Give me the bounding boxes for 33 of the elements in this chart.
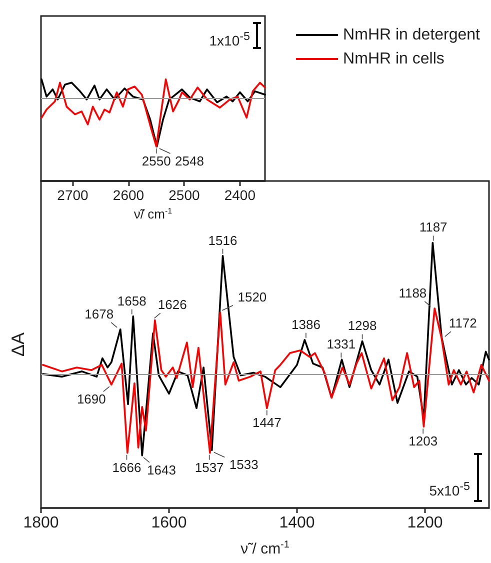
annotation: 1187 (419, 220, 448, 235)
x-tick-label: 2400 (224, 187, 256, 203)
annotation: 1678 (84, 306, 114, 322)
annotation: 1386 (292, 316, 320, 332)
annotation: 2548 (174, 153, 204, 168)
x-tick-label: 1200 (407, 514, 443, 532)
x-tick-label: 2700 (57, 187, 89, 203)
annotation: 1643 (147, 462, 176, 478)
annotation: 2550 (142, 153, 171, 168)
annotation: 1666 (112, 460, 142, 475)
annotation: 1516 (208, 232, 238, 248)
annotation: 1520 (238, 289, 267, 304)
annotation: 1626 (158, 297, 187, 312)
annotation: 1331 (326, 336, 356, 352)
annotation: 1537 (194, 460, 224, 475)
text: 1x10$^{-5}$ (209, 30, 250, 49)
x-tick-label: 1800 (23, 514, 59, 532)
annotation: 1172 (448, 316, 477, 331)
annotation: 1690 (76, 392, 106, 407)
annotation: 1658 (117, 293, 146, 308)
annotation: 1203 (408, 434, 438, 449)
x-tick-label: 1600 (151, 514, 187, 532)
text: 5x10$^{-5}$ (429, 480, 470, 499)
legend-label: NmHR in detergent (343, 26, 481, 44)
x-tick-label: 2600 (112, 187, 144, 203)
legend-label: NmHR in cells (343, 50, 444, 68)
annotation: 1533 (229, 457, 258, 472)
y-axis-title: ΔA (8, 332, 28, 357)
annotation: 1188 (398, 285, 427, 300)
annotation: 1447 (252, 415, 282, 430)
annotation: 1298 (348, 318, 377, 334)
x-tick-label: 2500 (168, 187, 200, 203)
x-tick-label: 1400 (279, 514, 315, 532)
